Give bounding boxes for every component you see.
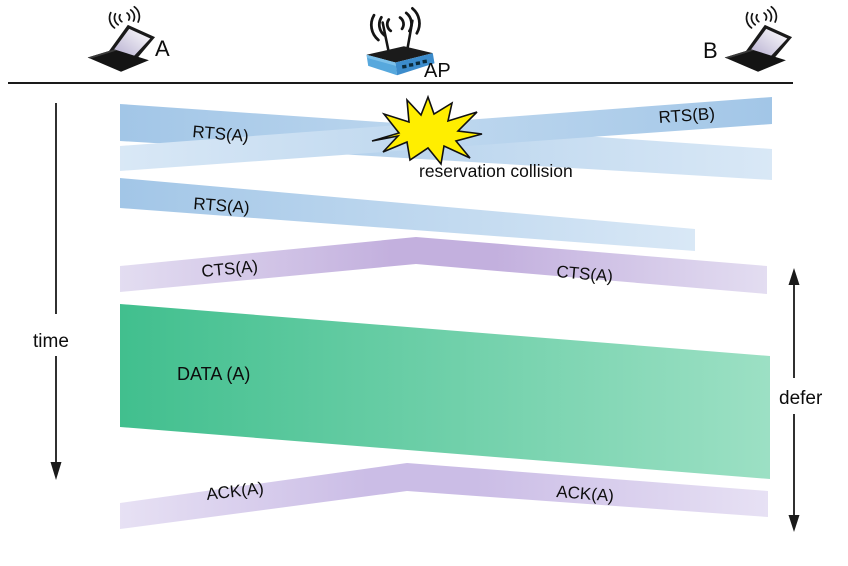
time-arrowhead-icon bbox=[50, 462, 62, 480]
defer-marker bbox=[788, 268, 800, 532]
device-row: A AP B bbox=[8, 6, 793, 84]
device-b-label: B bbox=[703, 38, 718, 63]
defer-arrowhead-up-icon bbox=[788, 268, 800, 285]
laptop-b-icon bbox=[725, 6, 792, 72]
collision-label: reservation collision bbox=[419, 161, 573, 181]
ack-right-label: ACK(A) bbox=[556, 482, 615, 505]
device-a-label: A bbox=[155, 36, 170, 61]
device-ap-label: AP bbox=[424, 60, 451, 82]
rts-a-retry-label: RTS(A) bbox=[193, 194, 251, 217]
rts-b-label: RTS(B) bbox=[658, 104, 716, 127]
data-label: DATA (A) bbox=[177, 364, 250, 384]
collision-star-icon bbox=[371, 94, 483, 166]
time-axis-label: time bbox=[33, 331, 69, 352]
defer-arrowhead-down-icon bbox=[788, 515, 800, 532]
rts-a-retry-band bbox=[120, 178, 695, 251]
laptop-a-icon bbox=[88, 6, 155, 72]
cts-right-label: CTS(A) bbox=[556, 262, 614, 286]
time-axis bbox=[50, 103, 62, 480]
ack-band bbox=[120, 463, 768, 529]
cts-band bbox=[120, 237, 767, 294]
defer-label: defer bbox=[779, 388, 823, 409]
data-band bbox=[120, 304, 770, 479]
rts-a-first-label: RTS(A) bbox=[192, 122, 250, 146]
